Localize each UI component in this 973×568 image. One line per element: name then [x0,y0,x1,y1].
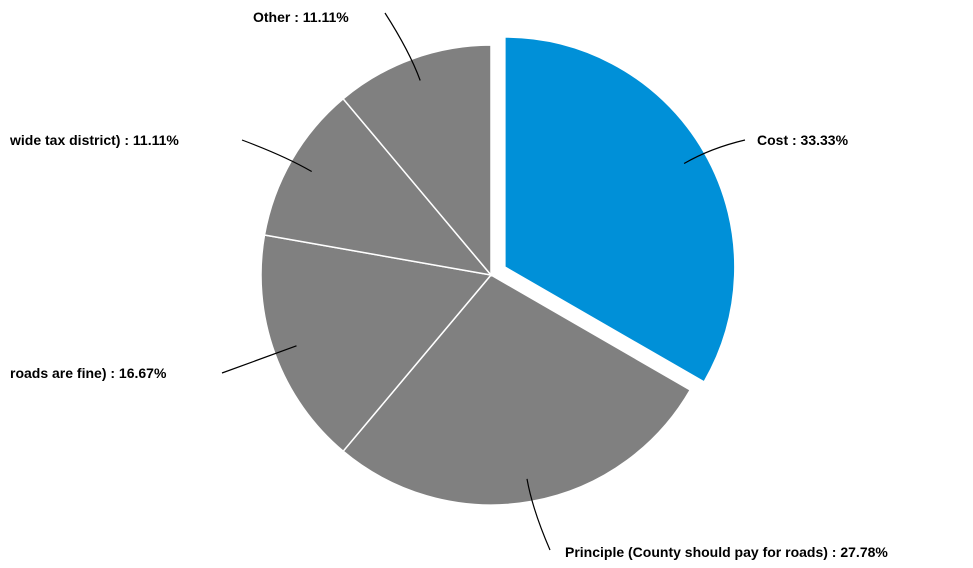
leader-line-2 [221,345,297,374]
leader-line-3 [241,139,313,173]
slice-label-roads-fine: roads are fine) : 16.67% [10,365,167,381]
pie-slice-1 [342,274,692,506]
pie-slice-3 [263,97,493,277]
pie-slice-0 [504,36,736,383]
slice-label-cost: Cost : 33.33% [757,132,849,148]
slice-label-tax-district: wide tax district) : 11.11% [9,132,179,148]
leader-line-4 [384,12,421,81]
slice-label-principle: Principle (County should pay for roads) … [565,544,888,560]
leader-lines [221,12,746,551]
pie-slices [260,36,736,506]
slice-label-other: Other : 11.11% [253,9,349,25]
leader-line-1 [526,478,551,551]
leader-line-0 [683,139,746,165]
slice-labels: Cost : 33.33% Principle (County should p… [9,9,888,560]
pie-slice-4 [342,44,492,278]
